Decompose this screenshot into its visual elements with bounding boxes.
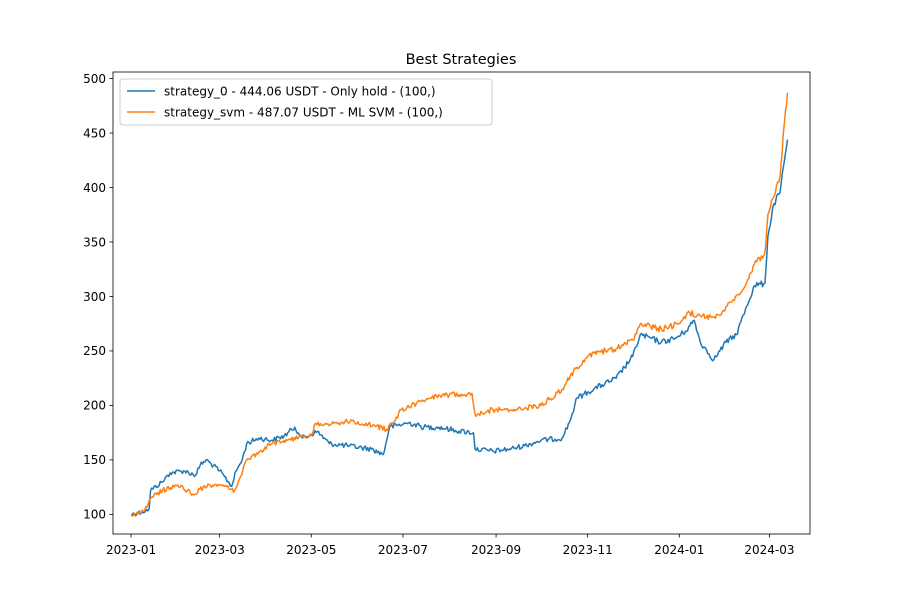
x-tick-label: 2023-07 [378,543,428,557]
x-tick-label: 2023-09 [471,543,521,557]
y-tick-label: 100 [83,508,106,522]
legend-label-strategy-svm: strategy_svm - 487.07 USDT - ML SVM - (1… [164,106,443,120]
x-tick-label: 2023-05 [286,543,336,557]
y-tick-label: 300 [83,290,106,304]
y-tick-label: 400 [83,181,106,195]
y-tick-label: 150 [83,453,106,467]
series-line-0 [130,139,789,517]
y-tick-label: 350 [83,235,106,249]
x-tick-label: 2023-11 [563,543,613,557]
series-layer [130,92,789,517]
x-tick-label: 2024-01 [654,543,704,557]
x-tick-label: 2024-03 [744,543,794,557]
y-tick-label: 250 [83,344,106,358]
series-line-1 [130,92,789,517]
legend-label-strategy-0: strategy_0 - 444.06 USDT - Only hold - (… [164,85,436,99]
y-axis: 100 150 200 250 300 350 400 450 500 [83,72,113,522]
x-tick-label: 2023-01 [106,543,156,557]
chart-title: Best Strategies [406,52,517,68]
legend-box [119,78,493,126]
plot-frame [112,71,811,535]
legend: strategy_0 - 444.06 USDT - Only hold - (… [119,78,493,126]
y-tick-label: 200 [83,399,106,413]
x-tick-label: 2023-03 [195,543,245,557]
plot-area [113,72,810,534]
y-tick-label: 500 [83,72,106,86]
y-tick-label: 450 [83,126,106,140]
x-axis: 2023-01 2023-03 2023-05 2023-07 2023-09 2023-… [106,534,795,557]
